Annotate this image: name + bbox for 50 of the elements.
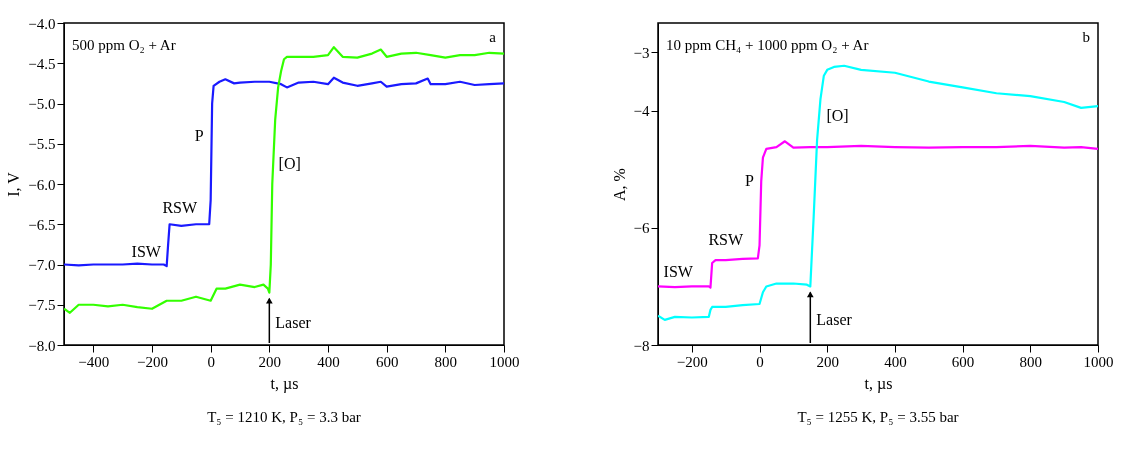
line-series	[658, 140, 1098, 289]
x-tick-label: 0	[756, 353, 764, 370]
x-tick-label: 200	[816, 353, 839, 370]
annotation: ISW	[663, 262, 694, 280]
line-series	[64, 76, 504, 268]
annotation: 10 ppm CH₄ + 1000 ppm O₂ + Ar	[666, 37, 869, 53]
y-tick-label: −3	[633, 44, 650, 61]
y-tick-label: −6.5	[28, 216, 56, 233]
y-axis-title: A, %	[610, 168, 628, 201]
x-tick-label: 0	[207, 353, 215, 370]
y-tick-label: −7.0	[28, 257, 56, 273]
y-tick-label: −4.0	[28, 15, 56, 32]
x-axis-title: t, µs	[270, 374, 299, 393]
x-axis-title: t, µs	[864, 374, 893, 393]
x-tick-label: 200	[258, 353, 282, 370]
annotation: 500 ppm O₂ + Ar	[72, 37, 176, 53]
annotation: ISW	[131, 242, 162, 260]
annotation: b	[1082, 29, 1090, 45]
y-tick-label: −4	[633, 103, 650, 120]
y-tick-label: −6	[633, 220, 650, 237]
y-tick-label: −7.5	[28, 297, 56, 314]
x-tick-label: −400	[78, 353, 110, 370]
x-tick-label: 800	[434, 353, 458, 370]
y-tick-label: −4.5	[28, 55, 56, 72]
x-tick-label: 600	[951, 353, 975, 370]
text: T₅ = 1210 K, P₅ = 3.3 bar	[207, 409, 361, 425]
y-tick-label: −6.0	[28, 176, 56, 193]
annotation: a	[489, 29, 497, 45]
annotation: P	[745, 171, 755, 189]
y-tick-label: −5.0	[28, 96, 56, 112]
x-tick-label: 800	[1019, 353, 1043, 370]
x-tick-label: 600	[375, 353, 399, 370]
annotation: Laser	[275, 313, 312, 331]
annotation: [O]	[278, 154, 301, 172]
text: T₅ = 1255 K, P₅ = 3.55 bar	[797, 409, 959, 425]
annotation: [O]	[826, 107, 849, 125]
y-tick-label: −8	[633, 337, 650, 354]
annotation: Laser	[816, 310, 853, 328]
y-tick-label: −5.5	[28, 136, 56, 153]
x-tick-label: −200	[137, 353, 168, 370]
annotation: P	[194, 126, 204, 144]
annotation: RSW	[708, 230, 744, 248]
x-tick-label: 400	[317, 353, 340, 370]
y-tick-label: −8.0	[28, 337, 56, 354]
annotation: RSW	[162, 199, 198, 217]
x-tick-label: −200	[676, 353, 708, 370]
x-tick-label: 1000	[1083, 353, 1114, 370]
x-tick-label: 1000	[489, 353, 520, 370]
y-axis-title: I, V	[5, 171, 23, 197]
x-tick-label: 400	[884, 353, 907, 370]
